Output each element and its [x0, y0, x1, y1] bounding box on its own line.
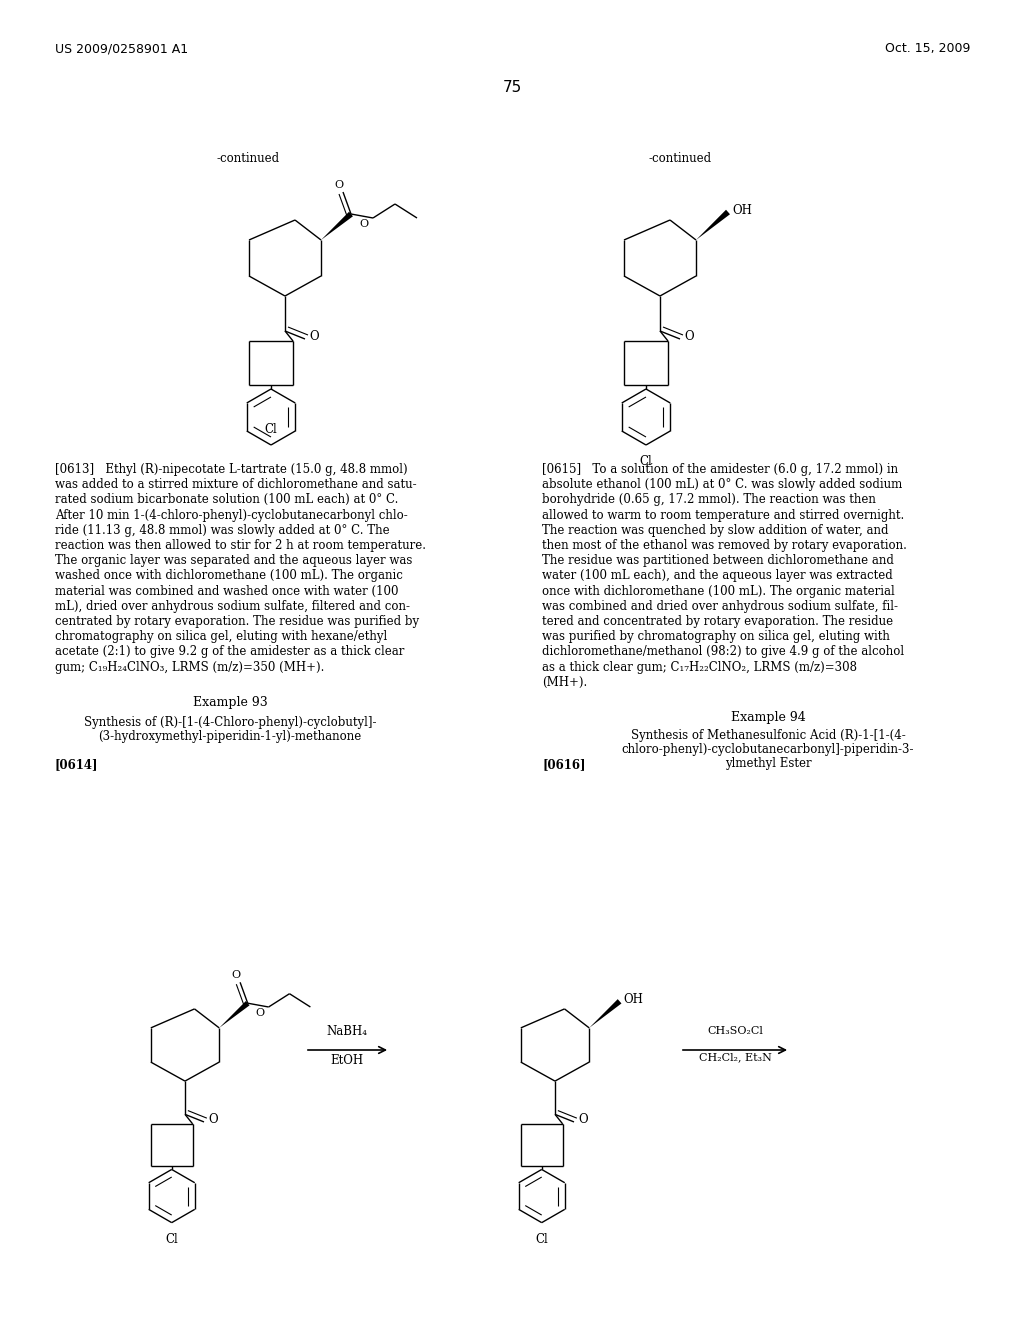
- Text: Oct. 15, 2009: Oct. 15, 2009: [885, 42, 970, 55]
- Text: O: O: [231, 970, 241, 981]
- Text: washed once with dichloromethane (100 mL). The organic: washed once with dichloromethane (100 mL…: [55, 569, 402, 582]
- Text: was added to a stirred mixture of dichloromethane and satu-: was added to a stirred mixture of dichlo…: [55, 478, 417, 491]
- Text: Cl: Cl: [640, 455, 652, 469]
- Text: Synthesis of Methanesulfonic Acid (R)-1-[1-(4-: Synthesis of Methanesulfonic Acid (R)-1-…: [631, 729, 905, 742]
- Text: acetate (2:1) to give 9.2 g of the amidester as a thick clear: acetate (2:1) to give 9.2 g of the amide…: [55, 645, 404, 659]
- Text: gum; C₁₉H₂₄ClNO₃, LRMS (m/z)=350 (MH+).: gum; C₁₉H₂₄ClNO₃, LRMS (m/z)=350 (MH+).: [55, 660, 325, 673]
- Text: O: O: [684, 330, 693, 343]
- Polygon shape: [321, 211, 353, 240]
- Text: mL), dried over anhydrous sodium sulfate, filtered and con-: mL), dried over anhydrous sodium sulfate…: [55, 599, 410, 612]
- Text: [0614]: [0614]: [55, 758, 98, 771]
- Text: Example 94: Example 94: [731, 711, 805, 723]
- Text: (3-hydroxymethyl-piperidin-1-yl)-methanone: (3-hydroxymethyl-piperidin-1-yl)-methano…: [98, 730, 361, 743]
- Text: borohydride (0.65 g, 17.2 mmol). The reaction was then: borohydride (0.65 g, 17.2 mmol). The rea…: [542, 494, 876, 507]
- Text: reaction was then allowed to stir for 2 h at room temperature.: reaction was then allowed to stir for 2 …: [55, 539, 426, 552]
- Text: dichloromethane/methanol (98:2) to give 4.9 g of the alcohol: dichloromethane/methanol (98:2) to give …: [542, 645, 904, 659]
- Text: water (100 mL each), and the aqueous layer was extracted: water (100 mL each), and the aqueous lay…: [542, 569, 893, 582]
- Text: was purified by chromatography on silica gel, eluting with: was purified by chromatography on silica…: [542, 630, 890, 643]
- Text: chloro-phenyl)-cyclobutanecarbonyl]-piperidin-3-: chloro-phenyl)-cyclobutanecarbonyl]-pipe…: [622, 743, 914, 756]
- Text: [0616]: [0616]: [542, 758, 586, 771]
- Text: After 10 min 1-(4-chloro-phenyl)-cyclobutanecarbonyl chlo-: After 10 min 1-(4-chloro-phenyl)-cyclobu…: [55, 508, 408, 521]
- Text: O: O: [255, 1008, 264, 1018]
- Text: 75: 75: [503, 81, 521, 95]
- Text: as a thick clear gum; C₁₇H₂₂ClNO₂, LRMS (m/z)=308: as a thick clear gum; C₁₇H₂₂ClNO₂, LRMS …: [542, 660, 857, 673]
- Text: tered and concentrated by rotary evaporation. The residue: tered and concentrated by rotary evapora…: [542, 615, 893, 628]
- Text: O: O: [359, 219, 369, 228]
- Text: O: O: [578, 1114, 588, 1126]
- Text: -continued: -continued: [648, 152, 712, 165]
- Text: OH: OH: [624, 993, 643, 1006]
- Polygon shape: [589, 999, 622, 1028]
- Text: material was combined and washed once with water (100: material was combined and washed once wi…: [55, 585, 398, 598]
- Polygon shape: [219, 1001, 250, 1028]
- Text: The residue was partitioned between dichloromethane and: The residue was partitioned between dich…: [542, 554, 894, 568]
- Text: [0613]   Ethyl (R)-nipecotate L-tartrate (15.0 g, 48.8 mmol): [0613] Ethyl (R)-nipecotate L-tartrate (…: [55, 463, 408, 477]
- Text: O: O: [309, 330, 318, 343]
- Text: -continued: -continued: [216, 152, 280, 165]
- Text: then most of the ethanol was removed by rotary evaporation.: then most of the ethanol was removed by …: [542, 539, 907, 552]
- Text: Cl: Cl: [165, 1233, 178, 1246]
- Text: (MH+).: (MH+).: [542, 676, 587, 689]
- Text: Synthesis of (R)-[1-(4-Chloro-phenyl)-cyclobutyl]-: Synthesis of (R)-[1-(4-Chloro-phenyl)-cy…: [84, 715, 376, 729]
- Text: CH₂Cl₂, Et₃N: CH₂Cl₂, Et₃N: [698, 1052, 771, 1063]
- Text: centrated by rotary evaporation. The residue was purified by: centrated by rotary evaporation. The res…: [55, 615, 419, 628]
- Text: OH: OH: [732, 203, 752, 216]
- Text: Example 93: Example 93: [193, 696, 267, 709]
- Text: allowed to warm to room temperature and stirred overnight.: allowed to warm to room temperature and …: [542, 508, 904, 521]
- Text: rated sodium bicarbonate solution (100 mL each) at 0° C.: rated sodium bicarbonate solution (100 m…: [55, 494, 398, 507]
- Text: absolute ethanol (100 mL) at 0° C. was slowly added sodium: absolute ethanol (100 mL) at 0° C. was s…: [542, 478, 902, 491]
- Polygon shape: [696, 210, 730, 240]
- Text: Cl: Cl: [264, 422, 278, 436]
- Text: was combined and dried over anhydrous sodium sulfate, fil-: was combined and dried over anhydrous so…: [542, 599, 898, 612]
- Text: EtOH: EtOH: [331, 1053, 364, 1067]
- Text: ride (11.13 g, 48.8 mmol) was slowly added at 0° C. The: ride (11.13 g, 48.8 mmol) was slowly add…: [55, 524, 389, 537]
- Text: US 2009/0258901 A1: US 2009/0258901 A1: [55, 42, 188, 55]
- Text: NaBH₄: NaBH₄: [327, 1026, 368, 1038]
- Text: Cl: Cl: [536, 1233, 548, 1246]
- Text: The organic layer was separated and the aqueous layer was: The organic layer was separated and the …: [55, 554, 413, 568]
- Text: O: O: [208, 1114, 218, 1126]
- Text: The reaction was quenched by slow addition of water, and: The reaction was quenched by slow additi…: [542, 524, 889, 537]
- Text: CH₃SO₂Cl: CH₃SO₂Cl: [707, 1026, 763, 1036]
- Text: [0615]   To a solution of the amidester (6.0 g, 17.2 mmol) in: [0615] To a solution of the amidester (6…: [542, 463, 898, 477]
- Text: ylmethyl Ester: ylmethyl Ester: [725, 756, 811, 770]
- Text: chromatography on silica gel, eluting with hexane/ethyl: chromatography on silica gel, eluting wi…: [55, 630, 387, 643]
- Text: once with dichloromethane (100 mL). The organic material: once with dichloromethane (100 mL). The …: [542, 585, 895, 598]
- Text: O: O: [335, 180, 344, 190]
